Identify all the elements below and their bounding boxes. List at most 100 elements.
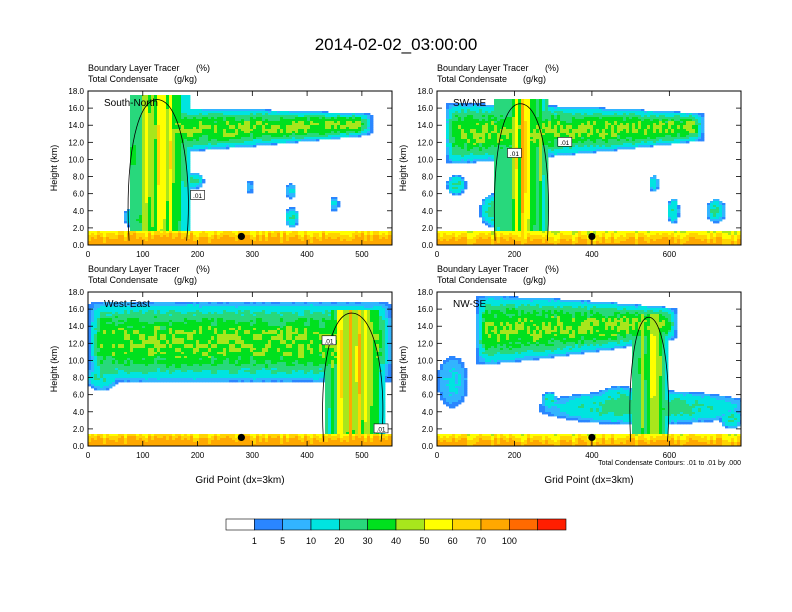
y-tick-label: 4.0	[422, 408, 434, 417]
figure-title: 2014-02-02_03:00:00	[315, 35, 478, 54]
y-tick-label: 2.0	[422, 425, 434, 434]
y-tick-label: 8.0	[73, 173, 85, 182]
y-tick-label: 12.0	[417, 138, 433, 147]
colorbar-box	[225, 518, 255, 531]
y-tick-label: 12.0	[68, 339, 84, 348]
y-tick-label: 12.0	[417, 339, 433, 348]
contour-label-box	[190, 190, 205, 200]
panel-title-line1: Boundary Layer Tracer	[437, 63, 529, 73]
panel-label: West-East	[104, 299, 150, 310]
panel-south-north: 0.0 2.0 4.0 6.0 8.0 10.0 12.0 14.0 16.0 18.0 0 100 2…	[49, 63, 393, 259]
colorbar-box	[480, 518, 510, 531]
y-tick-label: 14.0	[68, 121, 84, 130]
condensate-contour	[322, 312, 384, 442]
y-tick-label: 14.0	[417, 121, 433, 130]
colorbar-box	[339, 518, 368, 531]
y-tick-label: 18.0	[68, 288, 84, 297]
y-tick-label: 10.0	[417, 356, 433, 365]
y-tick-label: 6.0	[422, 391, 434, 400]
y-tick-label: 16.0	[417, 104, 433, 113]
y-tick-label: 18.0	[68, 87, 84, 96]
y-tick-label: 10.0	[68, 356, 84, 365]
contour-label-box	[507, 148, 522, 158]
x-tick-label: 200	[191, 451, 205, 460]
panel-title-line2: Total Condensate	[437, 275, 507, 285]
x-tick-label: 500	[355, 451, 369, 460]
colorbar-label: 30	[363, 536, 373, 546]
contour-footnote: Total Condensate Contours: .01 to .01 by…	[598, 460, 741, 467]
plot-frame	[87, 291, 393, 447]
panel-title-line2: Total Condensate	[88, 74, 158, 84]
y-tick-label: 0.0	[73, 442, 85, 451]
contour-label-box	[321, 335, 337, 346]
colorbar-label: 70	[476, 536, 486, 546]
location-marker	[237, 232, 245, 241]
plot-frame	[87, 90, 393, 246]
y-tick-label: 18.0	[417, 288, 433, 297]
x-tick-label: 600	[663, 451, 677, 460]
x-tick-label: 200	[508, 451, 522, 460]
colorbar-box	[537, 518, 567, 531]
x-tick-label: 400	[585, 451, 599, 460]
colorbar-label: 1	[252, 536, 257, 546]
y-tick-label: 8.0	[422, 374, 434, 383]
colorbar-box	[509, 518, 538, 531]
x-tick-label: 400	[300, 451, 314, 460]
y-tick-label: 14.0	[417, 322, 433, 331]
panel-sw-ne: 0.0 2.0 4.0 6.0 8.0 10.0 12.0 14.0 16.0 18.0 0 200 4…	[398, 63, 742, 259]
heatmap-field	[437, 296, 741, 446]
y-tick-label: 18.0	[417, 87, 433, 96]
y-tick-label: 8.0	[73, 374, 85, 383]
y-tick-label: 16.0	[417, 305, 433, 314]
y-tick-label: 4.0	[422, 207, 434, 216]
colorbar: 1 5 10 20 30 40 50 60 70 100	[225, 518, 567, 546]
y-tick-label: 6.0	[73, 190, 85, 199]
y-tick-label: 4.0	[73, 207, 85, 216]
y-axis-label: Height (km)	[398, 145, 408, 192]
contour-label-box	[373, 423, 389, 434]
x-tick-label: 0	[435, 451, 440, 460]
panel-label: SW-NE	[453, 98, 486, 109]
contour-label-box	[557, 137, 573, 147]
panel-title-line2: Total Condensate	[437, 74, 507, 84]
y-tick-label: 12.0	[68, 138, 84, 147]
panel-units-line1: (%)	[196, 63, 210, 73]
colorbar-box	[282, 518, 312, 531]
y-tick-label: 6.0	[73, 391, 85, 400]
colorbar-label: 40	[391, 536, 401, 546]
y-tick-label: 6.0	[422, 190, 434, 199]
colorbar-label: 10	[306, 536, 316, 546]
colorbar-box	[310, 518, 340, 531]
condensate-contour	[629, 316, 670, 442]
contour-label: .01	[193, 193, 202, 200]
y-tick-label: 14.0	[68, 322, 84, 331]
colorbar-box	[424, 518, 453, 531]
x-tick-label: 600	[663, 250, 677, 259]
x-axis-label: Grid Point (dx=3km)	[544, 475, 633, 486]
y-tick-label: 8.0	[422, 173, 434, 182]
condensate-contour	[127, 99, 189, 241]
panel-nw-se: 0.0 2.0 4.0 6.0 8.0 10.0 12.0 14.0 16.0 18.0 0 200 4…	[398, 264, 742, 486]
panel-title-line1: Boundary Layer Tracer	[437, 264, 529, 274]
heatmap-field	[88, 95, 392, 245]
y-tick-label: 2.0	[73, 425, 85, 434]
colorbar-box	[254, 518, 283, 531]
panel-units-line2: (g/kg)	[174, 275, 197, 285]
contour-label: .01	[324, 338, 333, 345]
heatmap-field	[437, 99, 741, 245]
x-tick-label: 200	[191, 250, 205, 259]
y-tick-label: 16.0	[68, 305, 84, 314]
panel-title-line1: Boundary Layer Tracer	[88, 264, 180, 274]
panel-units-line1: (%)	[196, 264, 210, 274]
x-tick-label: 400	[300, 250, 314, 259]
contour-label: .01	[560, 140, 569, 147]
x-tick-label: 300	[246, 451, 260, 460]
plot-frame	[436, 291, 742, 447]
colorbar-box	[395, 518, 425, 531]
x-tick-label: 0	[86, 250, 91, 259]
x-tick-label: 500	[355, 250, 369, 259]
location-marker	[237, 433, 245, 442]
contour-label: .01	[510, 151, 519, 158]
location-marker	[588, 433, 596, 442]
colorbar-label: 100	[502, 536, 517, 546]
